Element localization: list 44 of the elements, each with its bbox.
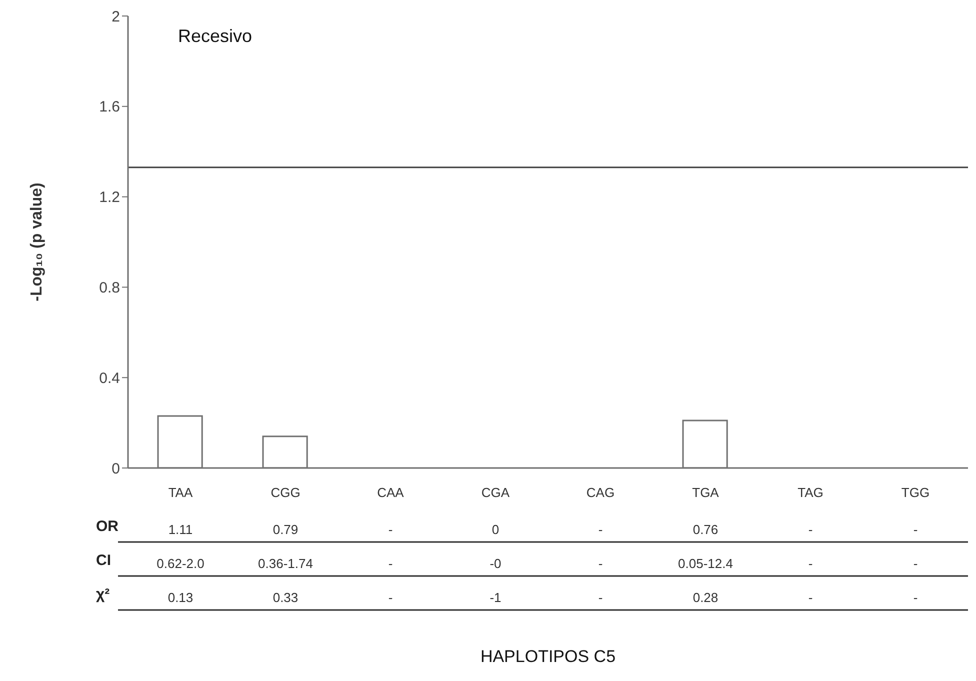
x-tick-label: CAA [377,485,404,500]
text: 0.05-12.4 [678,556,733,571]
text: - [913,556,918,571]
x-tick-label: TGG [901,485,930,500]
x-tick-label: TGA [692,485,720,500]
text: - [598,522,603,537]
y-axis-title: -Log₁₀ (p value) [28,182,46,302]
text: -0 [490,556,502,571]
x-tick-label: CGG [270,485,300,500]
text: Recesivo [178,26,252,46]
x-tick-label: TAG [798,485,824,500]
text: - [388,522,393,537]
y-tick-label: 2 [112,8,120,26]
text: 0.76 [692,522,718,537]
text: - [808,522,813,537]
text: - [598,590,603,605]
y-tick-label: 0.4 [99,370,120,387]
y-tick-label: 1.2 [99,189,120,206]
text: - [913,522,918,537]
text: 0.62-2.0 [156,556,204,571]
y-tick-label: 0 [112,460,120,478]
text: 0.79 [272,522,298,537]
text: - [388,556,393,571]
text: CI [96,552,111,569]
text: 0.33 [272,590,298,605]
text: 0.13 [168,590,194,605]
text: 1.11 [168,522,193,537]
text: - [808,556,813,571]
x-tick-label: TAA [168,485,193,500]
y-tick-label: 0.8 [99,280,120,297]
text: 0 [492,522,500,537]
text: - [913,590,918,605]
text: -1 [490,590,502,605]
text: 0.28 [692,590,718,605]
y-tick-label: 1.6 [99,98,120,116]
text: - [598,556,603,571]
text: χ² [96,586,110,603]
x-tick-label: CGA [481,485,510,500]
text: - [388,590,393,605]
text: OR [96,518,119,535]
text: HAPLOTIPOS C5 [480,647,616,666]
text: - [808,590,813,605]
x-tick-label: CAG [586,485,615,500]
text: 0.36-1.74 [258,556,313,571]
